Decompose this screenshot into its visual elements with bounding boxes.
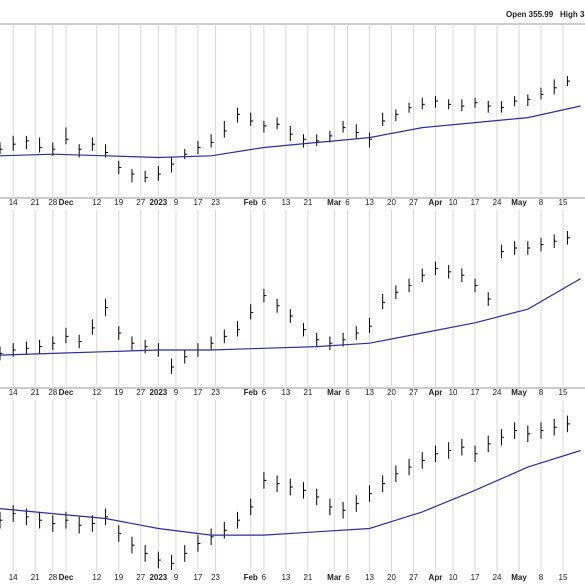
x-tick-label: 2023 (149, 573, 167, 582)
x-tick-label: 17 (193, 198, 202, 207)
x-tick-label: 21 (303, 198, 312, 207)
x-tick-label: May (511, 573, 527, 582)
x-tick-label: 24 (493, 573, 502, 582)
x-tick-label: 15 (559, 573, 568, 582)
x-tick-label: 27 (136, 573, 145, 582)
x-tick-label: 10 (449, 573, 458, 582)
x-tick-label: 13 (281, 198, 290, 207)
x-tick-label: 17 (471, 198, 480, 207)
x-tick-label: 20 (387, 388, 396, 397)
x-tick-label: 20 (387, 198, 396, 207)
x-tick-label: 2023 (149, 388, 167, 397)
x-tick-label: 6 (345, 573, 350, 582)
x-tick-label: Feb (244, 573, 258, 582)
x-tick-label: 15 (559, 388, 568, 397)
x-tick-label: Dec (59, 198, 74, 207)
x-tick-label: 14 (9, 198, 18, 207)
x-tick-label: Feb (244, 198, 258, 207)
x-tick-label: 6 (262, 388, 267, 397)
x-tick-label: 19 (114, 198, 123, 207)
info-open: Open 355.99 (506, 10, 554, 19)
info-high: High 35 (560, 10, 585, 19)
x-tick-label: Apr (429, 573, 443, 582)
x-tick-label: 2023 (149, 198, 167, 207)
x-tick-label: 13 (365, 573, 374, 582)
x-tick-label: 13 (281, 388, 290, 397)
x-tick-label: 15 (559, 198, 568, 207)
x-tick-label: 19 (114, 388, 123, 397)
x-tick-label: 17 (471, 388, 480, 397)
x-tick-label: 27 (136, 388, 145, 397)
x-tick-label: 21 (31, 388, 40, 397)
x-tick-label: 24 (493, 198, 502, 207)
x-tick-label: 17 (471, 573, 480, 582)
x-tick-label: 13 (365, 198, 374, 207)
x-tick-label: 19 (114, 573, 123, 582)
x-tick-label: 28 (48, 198, 57, 207)
x-tick-label: 10 (449, 198, 458, 207)
x-tick-label: 27 (409, 198, 418, 207)
x-tick-label: Dec (59, 573, 74, 582)
x-tick-label: 8 (539, 573, 544, 582)
x-tick-label: May (511, 198, 527, 207)
x-tick-label: 17 (193, 573, 202, 582)
x-tick-label: 24 (493, 388, 502, 397)
x-tick-label: 23 (211, 573, 220, 582)
x-tick-label: 23 (211, 198, 220, 207)
x-tick-label: 9 (174, 198, 179, 207)
x-tick-label: 9 (174, 573, 179, 582)
x-tick-label: 9 (174, 388, 179, 397)
x-tick-label: 28 (48, 573, 57, 582)
x-tick-label: 6 (262, 573, 267, 582)
moving-average (0, 105, 581, 159)
x-tick-label: 12 (92, 573, 101, 582)
x-tick-label: 20 (387, 573, 396, 582)
x-tick-label: Apr (429, 198, 443, 207)
x-tick-label: 8 (539, 388, 544, 397)
x-tick-label: Mar (327, 573, 341, 582)
x-tick-label: 6 (345, 388, 350, 397)
moving-average (0, 278, 581, 356)
x-tick-label: 6 (262, 198, 267, 207)
x-tick-label: 27 (136, 198, 145, 207)
x-tick-label: 6 (345, 198, 350, 207)
x-tick-label: 8 (539, 198, 544, 207)
x-tick-label: 14 (9, 388, 18, 397)
x-tick-label: 13 (281, 573, 290, 582)
x-tick-label: Feb (244, 388, 258, 397)
x-tick-label: 21 (303, 388, 312, 397)
x-tick-label: 21 (303, 573, 312, 582)
x-tick-label: 27 (409, 573, 418, 582)
x-tick-label: 10 (449, 388, 458, 397)
x-tick-label: 13 (365, 388, 374, 397)
x-tick-label: 17 (193, 388, 202, 397)
x-tick-label: Mar (327, 388, 341, 397)
x-tick-label: 12 (92, 388, 101, 397)
x-tick-label: May (511, 388, 527, 397)
moving-average (0, 449, 581, 536)
x-tick-label: Mar (327, 198, 341, 207)
x-tick-label: 21 (31, 573, 40, 582)
x-tick-label: Dec (59, 388, 74, 397)
x-tick-label: 21 (31, 198, 40, 207)
x-tick-label: 14 (9, 573, 18, 582)
x-tick-label: 28 (48, 388, 57, 397)
x-tick-label: Apr (429, 388, 443, 397)
x-tick-label: 27 (409, 388, 418, 397)
x-tick-label: 23 (211, 388, 220, 397)
x-tick-label: 12 (92, 198, 101, 207)
